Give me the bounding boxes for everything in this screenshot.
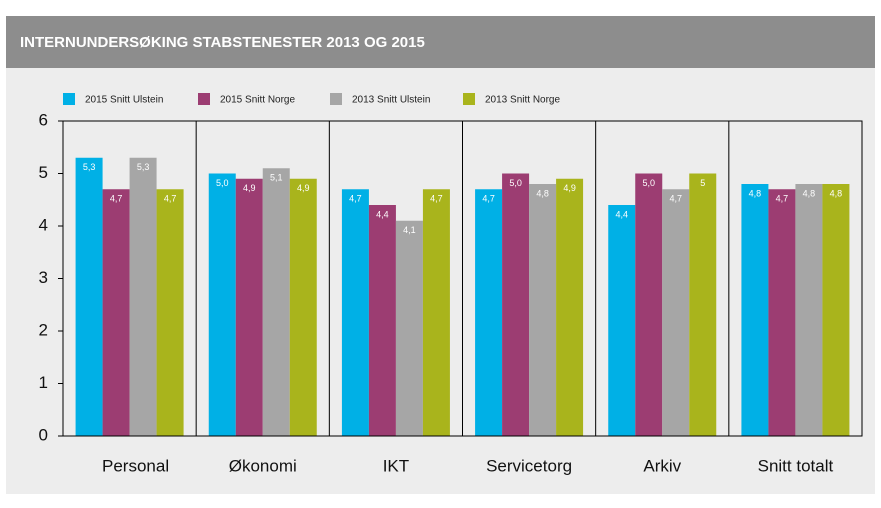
value-label: 5,0 bbox=[642, 178, 655, 188]
bar bbox=[689, 173, 717, 436]
y-tick-label: 3 bbox=[39, 268, 48, 287]
value-label: 5 bbox=[700, 178, 705, 188]
value-label: 4,1 bbox=[403, 225, 416, 235]
y-tick-label: 2 bbox=[39, 320, 48, 339]
bar bbox=[262, 168, 290, 436]
value-label: 4,4 bbox=[615, 209, 628, 219]
legend-swatch bbox=[63, 93, 75, 105]
legend-label: 2013 Snitt Norge bbox=[485, 95, 560, 106]
y-tick-label: 4 bbox=[39, 215, 48, 234]
header bbox=[6, 16, 875, 68]
bar bbox=[395, 220, 423, 436]
x-tick-label: Personal bbox=[102, 456, 169, 475]
y-tick-label: 6 bbox=[39, 110, 48, 129]
bar bbox=[529, 184, 557, 436]
y-tick-label: 1 bbox=[39, 373, 48, 392]
value-label: 4,8 bbox=[749, 188, 762, 198]
bar bbox=[235, 178, 263, 436]
y-tick-label: 5 bbox=[39, 163, 48, 182]
y-tick-label: 0 bbox=[39, 425, 48, 444]
x-tick-label: Servicetorg bbox=[486, 456, 572, 475]
bar bbox=[502, 173, 530, 436]
bar bbox=[608, 205, 636, 436]
x-tick-label: Arkiv bbox=[643, 456, 681, 475]
value-label: 4,7 bbox=[349, 194, 362, 204]
legend-swatch bbox=[463, 93, 475, 105]
value-label: 4,7 bbox=[430, 194, 443, 204]
value-label: 5,0 bbox=[509, 178, 522, 188]
value-label: 4,9 bbox=[243, 183, 256, 193]
bar bbox=[75, 157, 103, 436]
value-label: 5,0 bbox=[216, 178, 229, 188]
bar bbox=[768, 189, 796, 436]
bar bbox=[795, 184, 823, 436]
bar bbox=[289, 178, 317, 436]
value-label: 5,1 bbox=[270, 173, 283, 183]
value-label: 4,8 bbox=[536, 188, 549, 198]
value-label: 5,3 bbox=[137, 162, 150, 172]
value-label: 4,8 bbox=[803, 188, 816, 198]
bar bbox=[662, 189, 690, 436]
plot-frame bbox=[62, 120, 863, 437]
bar bbox=[208, 173, 236, 436]
value-label: 4,7 bbox=[776, 194, 789, 204]
value-label: 4,9 bbox=[297, 183, 310, 193]
bar bbox=[102, 189, 130, 436]
bar bbox=[422, 189, 450, 436]
bar bbox=[368, 205, 396, 436]
chart-title: INTERNUNDERSØKING STABSTENESTER 2013 OG … bbox=[20, 34, 425, 51]
value-label: 4,8 bbox=[830, 188, 843, 198]
bar bbox=[129, 157, 157, 436]
legend-label: 2015 Snitt Norge bbox=[220, 95, 295, 106]
legend-swatch bbox=[198, 93, 210, 105]
value-label: 4,7 bbox=[164, 194, 177, 204]
legend-swatch bbox=[330, 93, 342, 105]
value-label: 4,7 bbox=[669, 194, 682, 204]
legend-label: 2015 Snitt Ulstein bbox=[85, 95, 163, 106]
value-label: 4,7 bbox=[110, 194, 123, 204]
bar bbox=[475, 189, 503, 436]
value-label: 5,3 bbox=[83, 162, 96, 172]
value-label: 4,4 bbox=[376, 209, 389, 219]
x-tick-label: Økonomi bbox=[229, 456, 297, 475]
value-label: 4,9 bbox=[563, 183, 576, 193]
x-tick-label: Snitt totalt bbox=[758, 456, 834, 475]
bar bbox=[822, 184, 850, 436]
x-tick-label: IKT bbox=[383, 456, 409, 475]
bar bbox=[341, 189, 369, 436]
bar bbox=[635, 173, 663, 436]
value-label: 4,7 bbox=[482, 194, 495, 204]
bar bbox=[156, 189, 184, 436]
bar bbox=[556, 178, 584, 436]
bar bbox=[741, 184, 769, 436]
legend-label: 2013 Snitt Ulstein bbox=[352, 95, 430, 106]
